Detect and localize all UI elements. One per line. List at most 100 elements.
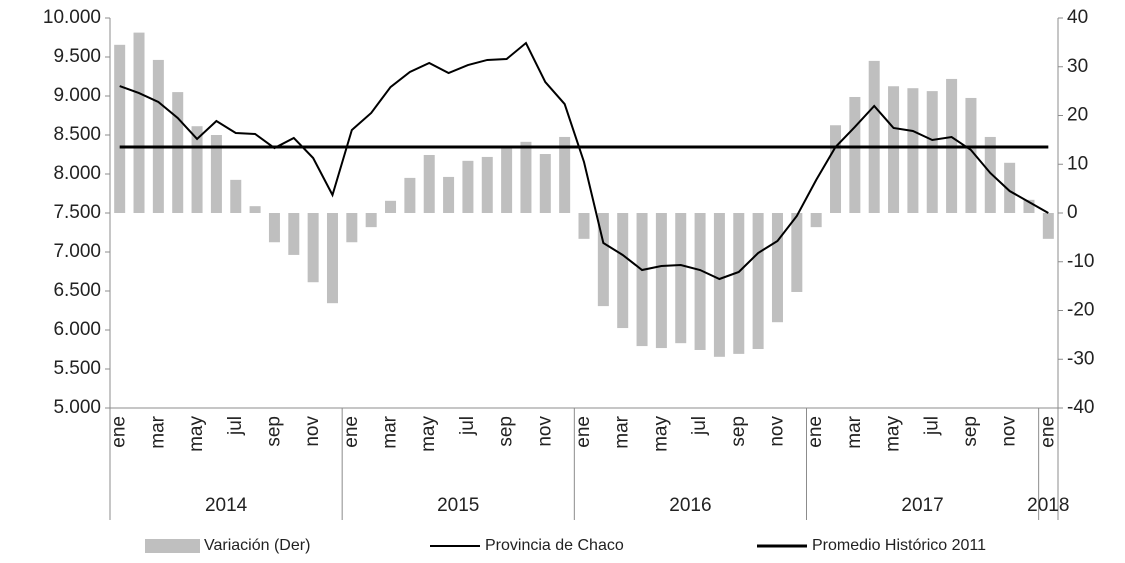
x-tick-label: sep [496, 416, 517, 447]
y2-tick-label: -30 [1067, 348, 1094, 369]
bar [172, 92, 184, 213]
y-tick-label: 7.500 [53, 202, 101, 223]
legend-label: Variación (Der) [204, 537, 310, 554]
x-tick-label: nov [534, 416, 555, 447]
bar [520, 141, 532, 213]
bar [1042, 213, 1054, 239]
bar [249, 206, 261, 213]
x-tick-label: mar [844, 415, 865, 448]
x-group-label: 2014 [205, 495, 248, 516]
bar [365, 213, 377, 228]
bar [791, 213, 803, 292]
bar [655, 213, 667, 349]
bar [462, 160, 474, 213]
y-tick-label: 8.500 [53, 124, 101, 145]
y2-tick-label: 0 [1067, 202, 1078, 223]
y2-tick-label: 20 [1067, 105, 1088, 126]
x-tick-label: nov [766, 416, 787, 447]
x-tick-label: mar [612, 415, 633, 448]
x-tick-label: ene [109, 416, 130, 448]
y2-tick-label: 10 [1067, 153, 1088, 174]
x-tick-label: may [650, 416, 671, 452]
x-tick-label: nov [999, 416, 1020, 447]
x-tick-label: mar [380, 415, 401, 448]
bar [907, 88, 919, 213]
bar [733, 213, 745, 354]
bar [1023, 199, 1035, 213]
bar [771, 213, 783, 323]
bar [965, 97, 977, 213]
bar [675, 213, 687, 344]
x-tick-label: sep [728, 416, 749, 447]
bar [443, 176, 455, 213]
y2-tick-label: -40 [1067, 397, 1094, 418]
y2-tick-label: -10 [1067, 251, 1094, 272]
bar [326, 213, 338, 304]
bar [868, 60, 880, 214]
bar [404, 177, 416, 213]
bar [268, 213, 280, 243]
x-tick-label: ene [341, 416, 362, 448]
bar [888, 86, 900, 213]
y2-tick-label: -20 [1067, 300, 1094, 321]
bar [423, 154, 435, 213]
y-tick-label: 9.500 [53, 46, 101, 67]
bar [385, 200, 397, 213]
y-tick-label: 10.000 [43, 7, 101, 28]
bar [984, 136, 996, 213]
x-tick-label: may [418, 416, 439, 452]
bar [1004, 162, 1016, 213]
x-group-label: 2016 [669, 495, 711, 516]
x-tick-label: mar [147, 415, 168, 448]
x-tick-label: nov [302, 416, 323, 447]
y-tick-label: 7.000 [53, 241, 101, 262]
bar [713, 213, 725, 357]
x-tick-label: may [883, 416, 904, 452]
bar [926, 91, 938, 213]
bar [578, 213, 590, 239]
legend-swatch [145, 539, 200, 553]
bar [810, 213, 822, 228]
x-tick-label: sep [960, 416, 981, 447]
y-tick-label: 5.500 [53, 358, 101, 379]
legend-label: Provincia de Chaco [485, 537, 624, 554]
bar [191, 126, 203, 213]
x-tick-label: ene [573, 416, 594, 448]
x-group-label: 2017 [901, 495, 943, 516]
bar [830, 125, 842, 213]
bar [752, 213, 764, 350]
x-group-label: 2015 [437, 495, 479, 516]
bar [849, 96, 861, 213]
bar [694, 213, 706, 350]
bar [346, 213, 358, 243]
bar [210, 135, 222, 213]
bar [307, 213, 319, 283]
x-tick-label: may [186, 416, 207, 452]
x-tick-label: jul [225, 416, 246, 436]
bar [230, 179, 242, 213]
bar [559, 136, 571, 213]
bar [617, 213, 629, 329]
x-group-label: 2018 [1027, 495, 1069, 516]
y2-tick-label: 40 [1067, 7, 1088, 28]
bar [152, 59, 164, 213]
x-tick-label: jul [689, 416, 710, 436]
bar [501, 147, 513, 213]
bar [636, 213, 648, 347]
bar [133, 32, 145, 213]
bar [539, 154, 551, 213]
bar [288, 213, 300, 255]
bar [597, 213, 609, 307]
y-tick-label: 6.000 [53, 319, 101, 340]
y-tick-label: 8.000 [53, 163, 101, 184]
x-tick-label: jul [457, 416, 478, 436]
x-tick-label: jul [921, 416, 942, 436]
y-tick-label: 9.000 [53, 85, 101, 106]
bar [481, 156, 493, 213]
y-tick-label: 6.500 [53, 280, 101, 301]
x-tick-label: ene [1037, 416, 1058, 448]
legend-label: Promedio Histórico 2011 [812, 537, 986, 554]
x-tick-label: ene [805, 416, 826, 448]
y-tick-label: 5.000 [53, 397, 101, 418]
